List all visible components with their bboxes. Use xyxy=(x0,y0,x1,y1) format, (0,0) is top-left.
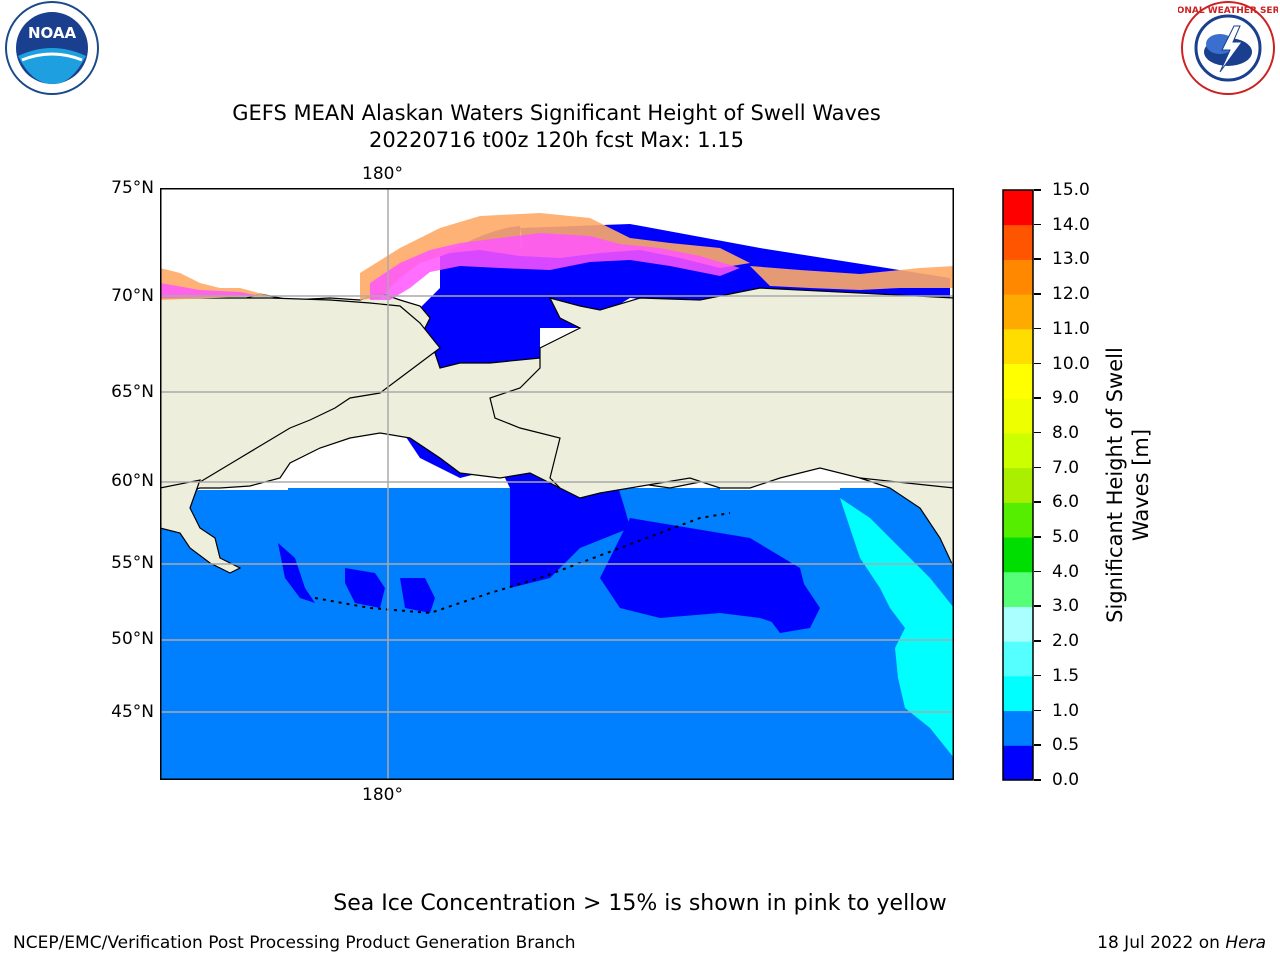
lon-label-top: 180° xyxy=(362,164,403,184)
colorbar-tick-mark xyxy=(1034,570,1041,573)
chart-title: GEFS MEAN Alaskan Waters Significant Hei… xyxy=(232,101,881,125)
colorbar xyxy=(1002,189,1034,781)
colorbar-tick-label: 13.0 xyxy=(1052,249,1090,270)
colorbar-tick-label: 14.0 xyxy=(1052,214,1090,235)
colorbar-tick-label: 6.0 xyxy=(1052,492,1080,513)
nws-logo-text: NATIONAL WEATHER SERVICE xyxy=(1178,6,1278,16)
colorbar-tick-label: 2.0 xyxy=(1052,631,1080,652)
colorbar-tick-mark xyxy=(1034,536,1041,538)
land-chukotka xyxy=(160,297,441,499)
lat-label: 65°N xyxy=(111,382,154,402)
colorbar-segment xyxy=(1003,398,1033,434)
footer-host: Hera xyxy=(1225,933,1266,953)
ocean-low-south1 xyxy=(600,518,810,628)
lon-label-bottom: 180° xyxy=(362,785,403,805)
colorbar-tick-mark xyxy=(1034,258,1041,260)
lat-label: 75°N xyxy=(111,178,154,198)
colorbar-segment xyxy=(1003,502,1033,538)
footer-left: NCEP/EMC/Verification Post Processing Pr… xyxy=(13,933,576,953)
colorbar-tick-mark xyxy=(1034,501,1041,503)
nws-logo: NATIONAL WEATHER SERVICE xyxy=(1178,1,1278,95)
colorbar-segment xyxy=(1003,641,1033,677)
colorbar-tick-mark xyxy=(1034,327,1041,330)
colorbar-tick-label: 5.0 xyxy=(1052,527,1080,548)
ocean-low-south4 xyxy=(345,568,385,608)
colorbar-title-line1: Significant Height of Swell xyxy=(1103,347,1127,623)
colorbar-segment xyxy=(1003,537,1033,573)
ocean-low-south3 xyxy=(278,543,315,603)
colorbar-segment xyxy=(1003,328,1033,365)
colorbar-segment xyxy=(1003,467,1033,503)
lat-label: 45°N xyxy=(111,702,154,722)
colorbar-tick-label: 1.0 xyxy=(1052,700,1080,721)
noaa-logo: NOAA xyxy=(5,1,99,95)
colorbar-tick-mark xyxy=(1034,744,1041,746)
footer-right: 18 Jul 2022 on Hera xyxy=(1097,933,1266,953)
colorbar-tick-label: 8.0 xyxy=(1052,422,1080,443)
colorbar-tick-mark xyxy=(1034,709,1041,712)
colorbar-tick-label: 0.0 xyxy=(1052,770,1080,790)
colorbar-segment xyxy=(1003,432,1033,469)
colorbar-tick-label: 1.5 xyxy=(1052,665,1080,686)
colorbar-tick-label: 3.0 xyxy=(1052,596,1080,617)
ocean-low-south2 xyxy=(765,578,820,633)
colorbar-tick-mark xyxy=(1034,397,1041,399)
colorbar-segment xyxy=(1003,710,1033,746)
colorbar-tick-label: 10.0 xyxy=(1052,353,1090,374)
colorbar-segment xyxy=(1003,224,1033,260)
map-panel xyxy=(160,188,954,780)
colorbar-segment xyxy=(1003,606,1033,642)
lat-label: 50°N xyxy=(111,629,154,649)
colorbar-segment xyxy=(1003,745,1033,781)
footer-date: 18 Jul 2022 on xyxy=(1097,933,1226,953)
colorbar-tick-label: 15.0 xyxy=(1052,180,1090,200)
colorbar-tick-mark xyxy=(1034,605,1041,607)
lat-label: 60°N xyxy=(111,471,154,491)
colorbar-tick-mark xyxy=(1034,189,1041,191)
colorbar-tick-mark xyxy=(1034,431,1041,434)
land-kamchatka xyxy=(160,479,242,574)
colorbar-tick-label: 7.0 xyxy=(1052,457,1080,478)
colorbar-tick-mark xyxy=(1034,640,1041,642)
colorbar-tick-mark xyxy=(1034,466,1041,469)
sea-ice-note: Sea Ice Concentration > 15% is shown in … xyxy=(333,891,947,916)
land-se-alaska xyxy=(859,477,954,569)
sea-ice-pink xyxy=(160,233,740,300)
lat-label: 55°N xyxy=(111,553,154,573)
colorbar-tick-mark xyxy=(1034,293,1041,295)
colorbar-tick-label: 12.0 xyxy=(1052,284,1090,305)
colorbar-segment xyxy=(1003,363,1033,399)
colorbar-tick-label: 0.5 xyxy=(1052,735,1080,756)
colorbar-segment xyxy=(1003,571,1033,607)
colorbar-title-line2: Waves [m] xyxy=(1129,428,1153,542)
colorbar-tick-mark xyxy=(1034,362,1041,365)
chart-subtitle: 20220716 t00z 120h fcst Max: 1.15 xyxy=(369,128,744,152)
colorbar-segment xyxy=(1003,259,1033,295)
ocean-low-south5 xyxy=(400,578,435,613)
colorbar-tick-label: 9.0 xyxy=(1052,388,1080,409)
colorbar-tick-label: 11.0 xyxy=(1052,318,1090,339)
graticule xyxy=(160,188,954,780)
colorbar-segment xyxy=(1003,294,1033,330)
colorbar-segment xyxy=(1003,190,1033,226)
noaa-logo-text: NOAA xyxy=(28,24,77,42)
colorbar-tick-mark xyxy=(1034,779,1041,781)
ocean-high-southeast xyxy=(840,498,954,758)
colorbar-tick-mark xyxy=(1034,223,1041,226)
colorbar-tick-label: 4.0 xyxy=(1052,561,1080,582)
colorbar-segment xyxy=(1003,675,1033,712)
lat-label: 70°N xyxy=(111,286,154,306)
colorbar-tick-mark xyxy=(1034,674,1041,677)
land-alaska xyxy=(489,287,954,499)
